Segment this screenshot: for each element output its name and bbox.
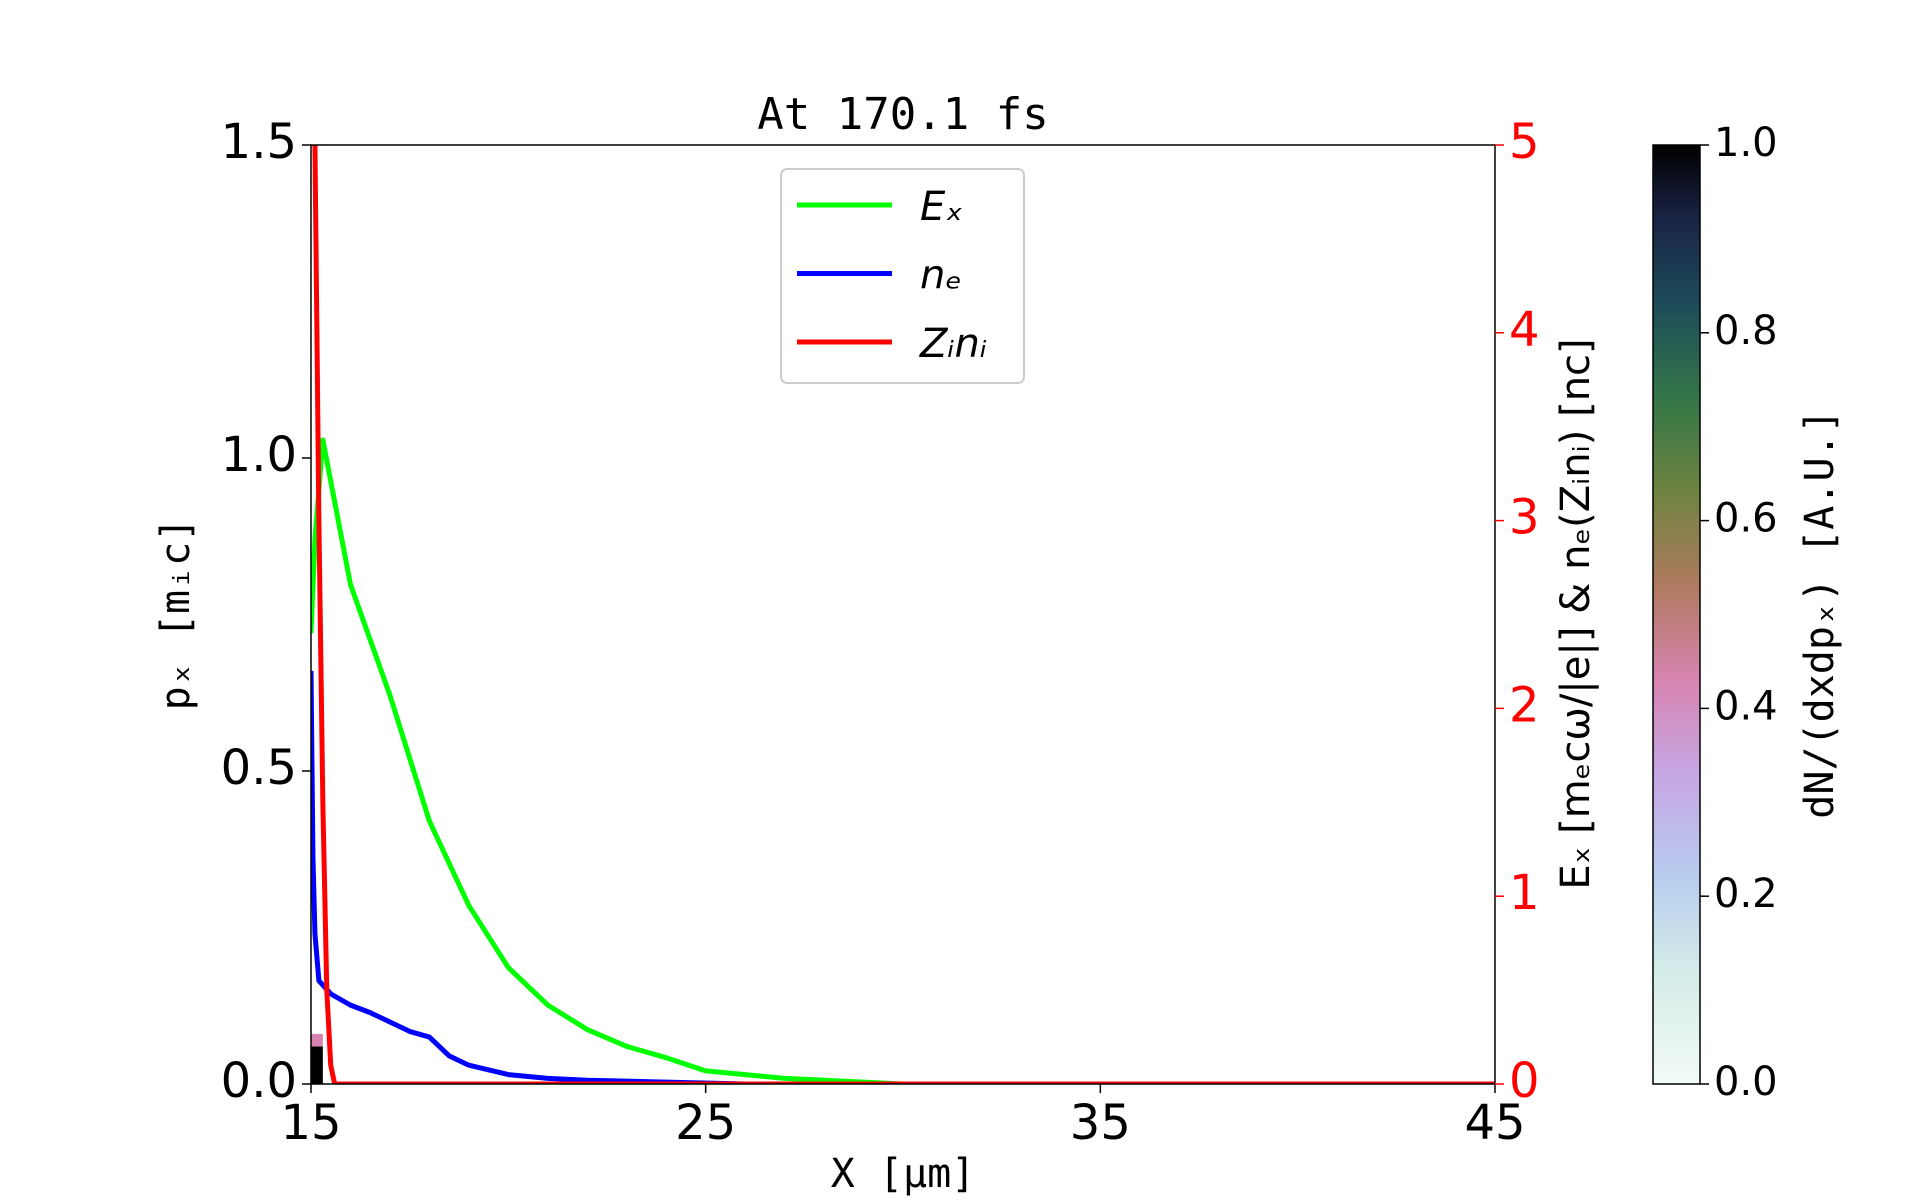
chart-title: At 170.1 fs <box>757 89 1048 140</box>
plot-frame <box>310 144 1496 1085</box>
y-axis-label: pₓ [mᵢc] <box>153 518 199 711</box>
colorbar-tick-label: 0.2 <box>1714 871 1778 917</box>
y2-tick-label: 0 <box>1509 1053 1540 1109</box>
x-tick-label: 25 <box>675 1095 736 1151</box>
series-line <box>311 670 1495 1084</box>
legend-label: Eₓ <box>920 184 963 230</box>
y2-tick-label: 4 <box>1509 302 1540 358</box>
y2-tick-label: 5 <box>1509 114 1540 170</box>
legend-label: Zᵢnᵢ <box>919 321 987 367</box>
series-line <box>311 437 1495 1084</box>
colorbar-tick-label: 1.0 <box>1714 120 1778 166</box>
y-tick-label: 1.0 <box>221 427 297 483</box>
density-cell <box>311 1046 323 1084</box>
colorbar-tick-label: 0.0 <box>1714 1059 1778 1105</box>
colorbar <box>1652 144 1701 1085</box>
y2-tick-label: 2 <box>1509 677 1540 733</box>
x-tick-label: 15 <box>280 1095 341 1151</box>
x-tick-label: 35 <box>1070 1095 1131 1151</box>
legend-label: nₑ <box>920 253 962 299</box>
x-tick-label: 45 <box>1464 1095 1525 1151</box>
colorbar-label: dN/(dxdpₓ) [A.U.] <box>1797 409 1843 818</box>
x-axis-label: X [μm] <box>831 1151 976 1197</box>
colorbar-tick-label: 0.8 <box>1714 308 1778 354</box>
y2-tick-label: 1 <box>1509 865 1540 921</box>
series-line <box>312 145 1495 1084</box>
colorbar-tick-label: 0.6 <box>1714 496 1778 542</box>
colorbar-tick-label: 0.4 <box>1714 683 1778 729</box>
plot-area <box>311 145 1495 1084</box>
y-tick-label: 1.5 <box>221 114 297 170</box>
y-tick-label: 0.5 <box>221 740 297 796</box>
density-cell <box>311 1033 323 1047</box>
y-tick-label: 0.0 <box>221 1053 297 1109</box>
y2-axis-label: Eₓ [mₑcω/|e|] & nₑ(Zᵢnᵢ) [nc] <box>1553 338 1599 889</box>
legend <box>780 168 1025 384</box>
y2-tick-label: 3 <box>1509 490 1540 546</box>
